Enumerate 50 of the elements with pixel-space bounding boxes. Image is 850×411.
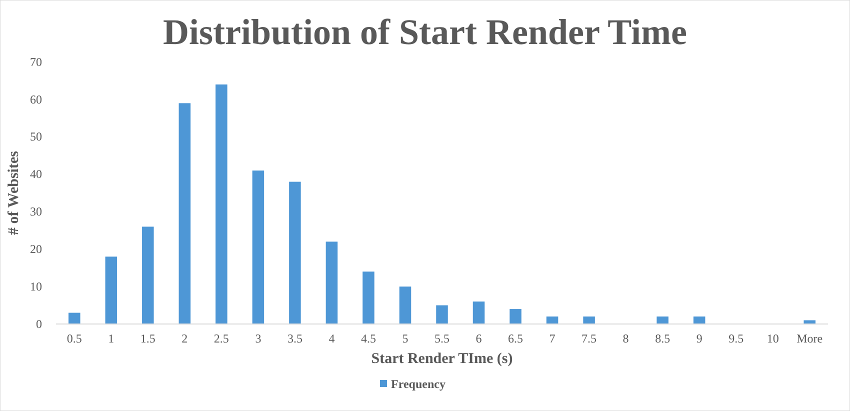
- y-tick-label: 60: [30, 92, 42, 106]
- bar: [326, 242, 338, 324]
- bar: [216, 84, 228, 324]
- x-tick-label: 10: [766, 332, 779, 346]
- x-tick-label: 4: [328, 332, 335, 346]
- chart-title: Distribution of Start Render Time: [162, 12, 688, 52]
- x-tick-label: 3.5: [287, 332, 302, 346]
- y-tick-label: 50: [30, 130, 42, 144]
- bar: [656, 316, 668, 324]
- bar: [472, 302, 485, 324]
- bar: [178, 103, 191, 324]
- bar: [546, 316, 558, 324]
- x-tick-label: 3: [255, 332, 262, 346]
- x-tick-label: 5: [402, 332, 408, 346]
- x-tick-label: 9.5: [728, 332, 744, 346]
- bar: [399, 286, 412, 324]
- bar: [142, 226, 154, 324]
- x-tick-label: 6.5: [508, 332, 524, 346]
- x-tick-label: 2: [182, 332, 188, 346]
- bar: [105, 256, 118, 324]
- y-axis-title: # of Websites: [6, 150, 22, 235]
- bar: [362, 272, 374, 324]
- bar: [68, 312, 80, 324]
- x-axis-title: Start Render TIme (s): [371, 351, 513, 367]
- bar: [583, 316, 595, 324]
- y-tick-label: 30: [30, 204, 42, 219]
- bar: [436, 305, 448, 324]
- x-tick-label: 0.5: [66, 332, 82, 346]
- y-tick-label: 40: [30, 167, 42, 182]
- x-tick-label: 7: [549, 332, 556, 346]
- x-tick-label: 1.5: [140, 332, 156, 346]
- bar: [510, 309, 522, 324]
- y-tick-label: 10: [30, 279, 42, 294]
- bar: [252, 170, 264, 324]
- x-tick-label: 1: [108, 332, 114, 346]
- x-tick-label: 2.5: [214, 332, 229, 346]
- x-tick-label: 7.5: [582, 332, 597, 346]
- y-tick-label: 20: [30, 242, 42, 256]
- x-tick-label: More: [796, 332, 823, 346]
- x-tick-label: 8.5: [655, 332, 670, 346]
- bar: [693, 316, 706, 324]
- x-tick-label: 6: [476, 332, 482, 346]
- x-tick-label: 8: [622, 332, 629, 346]
- x-tick-label: 5.5: [434, 332, 450, 346]
- y-tick-label: 0: [36, 316, 42, 331]
- bar: [289, 182, 301, 324]
- y-tick-label: 70: [30, 54, 42, 69]
- x-tick-label: 4.5: [360, 332, 376, 346]
- legend-label: Frequency: [391, 377, 446, 391]
- x-tick-label: 9: [696, 332, 702, 346]
